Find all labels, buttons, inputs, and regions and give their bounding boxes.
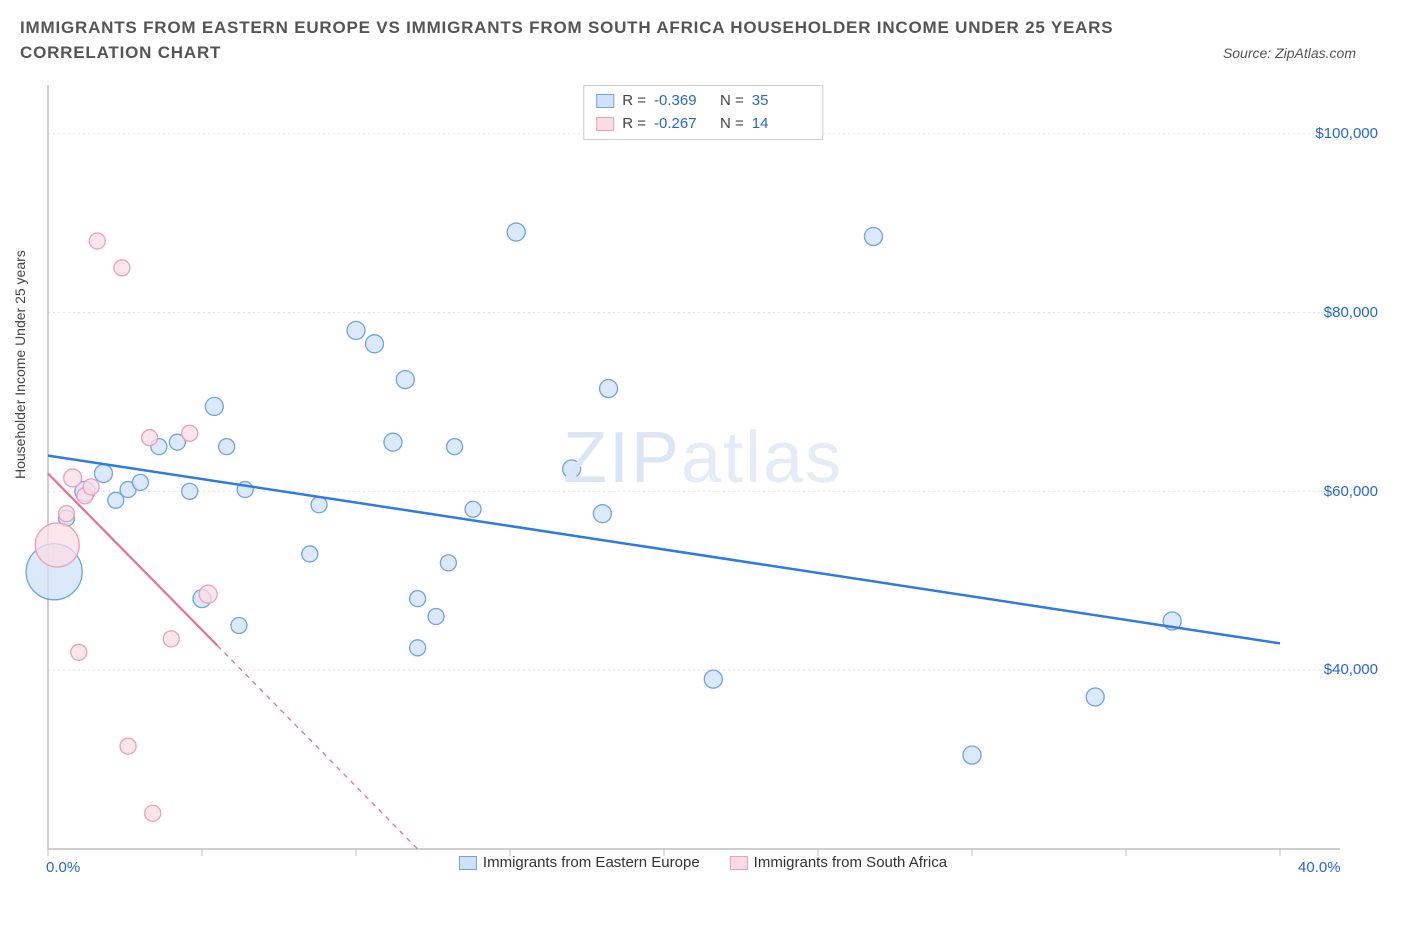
scatter-plot (20, 79, 1360, 869)
source-label: Source: ZipAtlas.com (1223, 45, 1386, 61)
x-axis-start-label: 0.0% (46, 859, 80, 876)
y-tick-label: $100,000 (1315, 125, 1378, 142)
y-axis-label: Householder Income Under 25 years (12, 250, 28, 479)
chart-title-line2: CORRELATION CHART (20, 43, 221, 63)
series-legend: Immigrants from Eastern EuropeImmigrants… (459, 854, 947, 871)
stats-legend: R =-0.369 N =35 R =-0.267 N =14 (583, 85, 823, 140)
y-tick-label: $40,000 (1324, 661, 1378, 678)
chart-header: IMMIGRANTS FROM EASTERN EUROPE VS IMMIGR… (0, 0, 1406, 69)
x-axis-end-label: 40.0% (1298, 859, 1341, 876)
chart-area: Householder Income Under 25 years ZIPatl… (20, 79, 1386, 869)
y-tick-label: $80,000 (1324, 304, 1378, 321)
chart-title-line1: IMMIGRANTS FROM EASTERN EUROPE VS IMMIGR… (20, 14, 1386, 41)
y-tick-label: $60,000 (1324, 483, 1378, 500)
